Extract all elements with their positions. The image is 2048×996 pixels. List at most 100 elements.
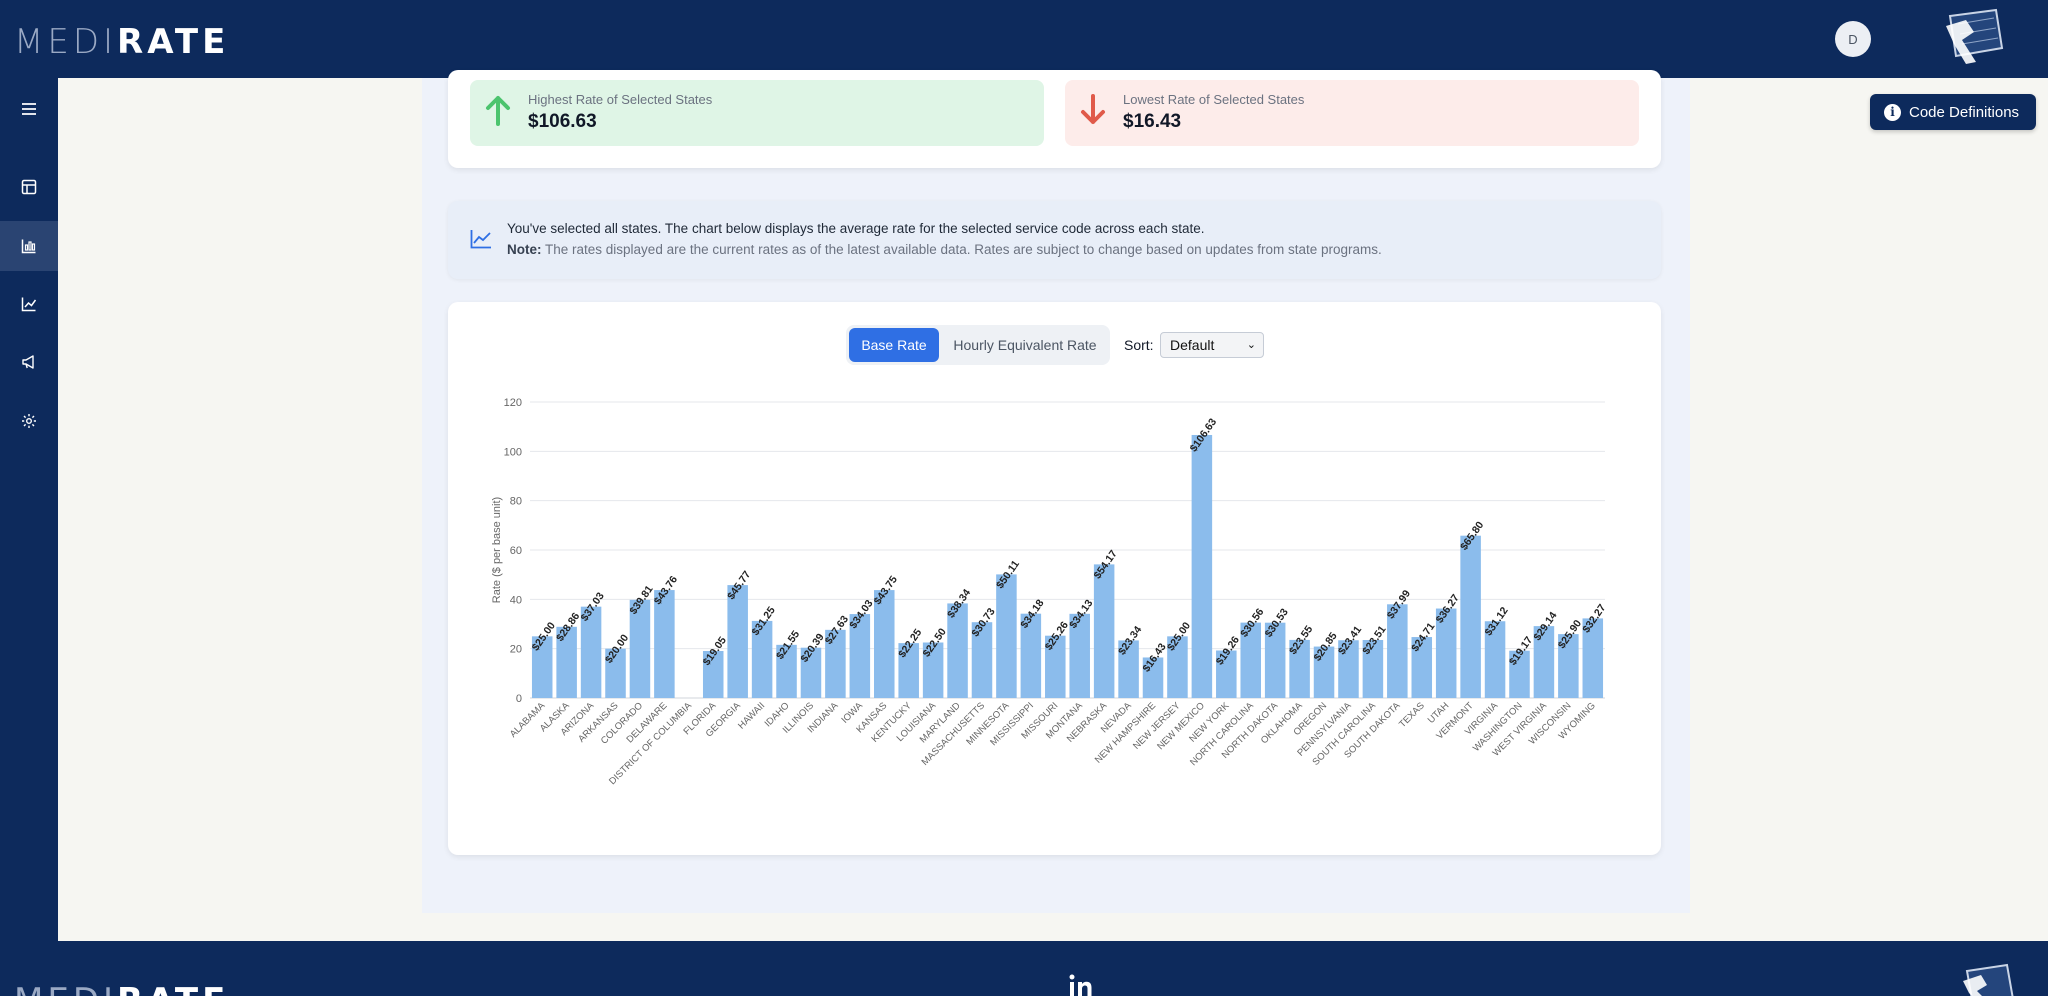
lowest-rate-card: Lowest Rate of Selected States $16.43 [1065,80,1639,146]
footer: MEDIRATE [0,941,2048,996]
rate-type-toggle: Base Rate Hourly Equivalent Rate [846,325,1110,365]
medirate-logo[interactable]: MEDIRATE [14,22,230,62]
bar [1387,604,1408,698]
y-tick-label: 100 [504,446,522,458]
bar [898,643,919,698]
linkedin-icon[interactable] [1067,971,1095,996]
bar [1045,635,1066,698]
x-tick-label: HAWAII [736,700,767,731]
y-tick-label: 20 [510,644,522,656]
bar-chart-icon [21,239,36,254]
footer-brand-mark-icon [1963,963,2014,996]
sidebar-item-table[interactable] [0,162,58,212]
info-message: You've selected all states. The chart be… [507,221,1205,236]
bar [1142,657,1164,698]
menu-button[interactable] [0,84,58,134]
sidebar-item-announcements[interactable] [0,337,58,387]
bar [751,620,773,698]
sidebar-item-settings[interactable] [0,396,58,446]
chevron-down-icon: ⌄ [1246,339,1256,351]
megaphone-icon [22,355,34,369]
bar [727,585,748,698]
arrow-down-icon [1081,94,1105,124]
bar [702,651,724,698]
table-icon [21,179,37,195]
bar [1338,640,1359,698]
base-rate-button[interactable]: Base Rate [849,328,939,362]
bar [996,574,1017,698]
bar [1093,564,1115,698]
bar [580,606,602,698]
info-icon: i [1884,103,1901,121]
highest-rate-label: Highest Rate of Selected States [528,92,713,107]
y-tick-label: 120 [504,397,522,409]
bar [1191,434,1213,698]
hourly-rate-button[interactable]: Hourly Equivalent Rate [953,337,1097,353]
y-tick-label: 60 [510,545,522,557]
bar [947,603,968,698]
bar [1313,646,1335,698]
x-tick-label: ALABAMA [508,700,548,740]
bar [1020,613,1042,698]
bar [1509,650,1530,698]
y-axis-label: Rate ($ per base unit) [491,497,503,603]
sort-label: Sort: [1124,337,1154,353]
bar [776,644,797,698]
bar [1558,634,1579,698]
menu-icon [22,103,36,115]
bar [1069,613,1090,698]
bar [849,614,871,698]
sort-value: Default [1170,337,1215,353]
arrow-up-icon [486,96,510,126]
y-tick-label: 40 [510,594,522,606]
bar [1216,650,1237,698]
footer-logo: MEDIRATE [14,981,229,996]
x-tick-label: TEXAS [1397,700,1427,730]
sidebar [0,78,58,941]
bar [1118,640,1139,698]
bar [629,599,651,698]
info-note: Note: The rates displayed are the curren… [507,242,1382,257]
top-bar: MEDIRATE D [0,0,2048,78]
code-definitions-button[interactable]: i Code Definitions [1870,94,2036,130]
bar [1264,622,1286,698]
info-banner: You've selected all states. The chart be… [448,201,1661,279]
bar [1167,636,1188,698]
bar [971,622,993,698]
chart-card [448,302,1661,855]
bar [1484,621,1506,698]
bar [825,629,846,698]
bar [1533,626,1555,698]
bar [556,626,577,698]
lowest-rate-value: $16.43 [1123,111,1182,132]
bar [922,642,944,698]
sidebar-item-line-chart[interactable] [0,279,58,329]
y-tick-label: 80 [510,496,522,508]
line-chart-icon [21,297,37,312]
bar [605,648,626,698]
note-label: Note: [507,242,542,257]
bar [1435,608,1457,698]
bar [1460,535,1481,698]
brand-mark-icon [1946,8,2004,64]
stats-card: Highest Rate of Selected States $106.63 … [448,70,1661,168]
highest-rate-card: Highest Rate of Selected States $106.63 [470,80,1044,146]
trend-chart-icon [470,230,491,249]
bar [800,647,822,698]
note-text: The rates displayed are the current rate… [541,242,1382,257]
bar [1582,618,1604,698]
sidebar-item-bar-chart[interactable] [0,221,58,271]
lowest-rate-label: Lowest Rate of Selected States [1123,92,1305,107]
sort-select[interactable]: Default ⌄ [1160,332,1264,358]
avatar[interactable]: D [1835,21,1871,57]
bar [1362,640,1384,698]
bar [1240,622,1261,698]
bar [1411,637,1433,698]
highest-rate-value: $106.63 [528,111,597,132]
bar [874,590,895,698]
gear-icon [22,414,36,428]
bar [531,636,553,698]
code-definitions-label: Code Definitions [1909,103,2020,121]
y-tick-label: 0 [516,693,522,705]
